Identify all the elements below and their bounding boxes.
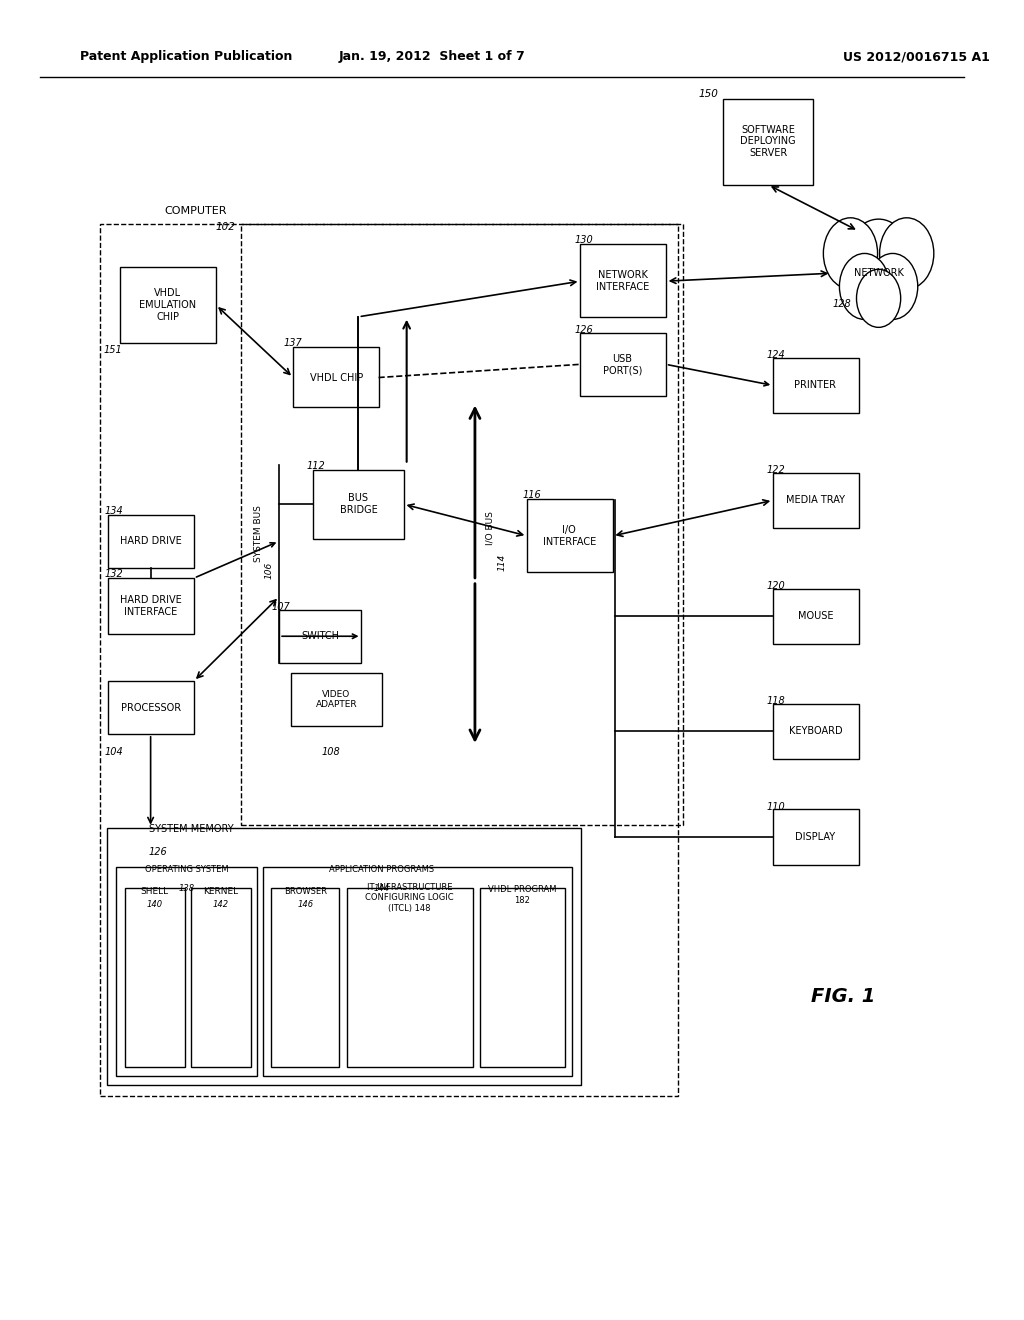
Text: 114: 114 bbox=[498, 553, 507, 572]
Text: FIG. 1: FIG. 1 bbox=[811, 987, 876, 1006]
Bar bbox=[347, 888, 473, 1067]
Text: 124: 124 bbox=[767, 350, 785, 360]
Bar bbox=[109, 681, 194, 734]
Circle shape bbox=[880, 218, 934, 289]
Circle shape bbox=[840, 253, 890, 319]
Text: NETWORK
INTERFACE: NETWORK INTERFACE bbox=[596, 271, 649, 292]
Text: 126: 126 bbox=[575, 325, 594, 335]
Text: SYSTEM MEMORY: SYSTEM MEMORY bbox=[148, 824, 233, 834]
Bar bbox=[109, 578, 194, 634]
Text: VIDEO
ADAPTER: VIDEO ADAPTER bbox=[315, 690, 357, 709]
Text: Jan. 19, 2012  Sheet 1 of 7: Jan. 19, 2012 Sheet 1 of 7 bbox=[338, 50, 525, 63]
Text: 151: 151 bbox=[103, 345, 122, 355]
Bar bbox=[190, 888, 251, 1067]
Text: 130: 130 bbox=[575, 235, 594, 246]
Bar bbox=[313, 470, 403, 539]
Text: KEYBOARD: KEYBOARD bbox=[788, 726, 842, 737]
Text: MEDIA TRAY: MEDIA TRAY bbox=[785, 495, 845, 506]
Text: HARD DRIVE
INTERFACE: HARD DRIVE INTERFACE bbox=[120, 595, 181, 616]
Text: 138: 138 bbox=[179, 884, 195, 894]
Bar bbox=[263, 867, 572, 1076]
Text: 107: 107 bbox=[271, 602, 291, 612]
Text: SYSTEM BUS: SYSTEM BUS bbox=[254, 504, 262, 562]
Text: 146: 146 bbox=[297, 900, 313, 908]
Text: IT INFRASTRUCTURE
CONFIGURING LOGIC
(ITCL) 148: IT INFRASTRUCTURE CONFIGURING LOGIC (ITC… bbox=[366, 883, 454, 912]
Text: VHDL
EMULATION
CHIP: VHDL EMULATION CHIP bbox=[139, 288, 197, 322]
Text: VHDL PROGRAM
182: VHDL PROGRAM 182 bbox=[487, 886, 556, 904]
Text: 132: 132 bbox=[104, 569, 123, 579]
Bar bbox=[480, 888, 565, 1067]
Text: US 2012/0016715 A1: US 2012/0016715 A1 bbox=[844, 50, 990, 63]
Bar bbox=[117, 867, 257, 1076]
Text: 140: 140 bbox=[146, 900, 163, 908]
Bar bbox=[271, 888, 339, 1067]
Bar bbox=[293, 347, 379, 407]
Text: 142: 142 bbox=[213, 900, 229, 908]
Text: I/O
INTERFACE: I/O INTERFACE bbox=[543, 525, 596, 546]
Text: 128: 128 bbox=[833, 298, 851, 309]
Text: 134: 134 bbox=[104, 506, 123, 516]
Text: I/O BUS: I/O BUS bbox=[485, 511, 495, 545]
Text: NETWORK: NETWORK bbox=[854, 268, 903, 279]
Text: APPLICATION PROGRAMS: APPLICATION PROGRAMS bbox=[329, 865, 434, 874]
Text: 118: 118 bbox=[767, 696, 785, 706]
Text: 144: 144 bbox=[374, 884, 389, 894]
Text: 102: 102 bbox=[216, 222, 236, 232]
Text: MOUSE: MOUSE bbox=[798, 611, 834, 622]
Text: 150: 150 bbox=[699, 88, 719, 99]
Bar bbox=[723, 99, 813, 185]
Bar bbox=[581, 244, 666, 317]
Text: DISPLAY: DISPLAY bbox=[796, 832, 836, 842]
Text: PROCESSOR: PROCESSOR bbox=[121, 702, 180, 713]
Text: 120: 120 bbox=[767, 581, 785, 591]
Text: BUS
BRIDGE: BUS BRIDGE bbox=[340, 494, 377, 515]
Text: 112: 112 bbox=[307, 461, 326, 471]
Bar bbox=[125, 888, 184, 1067]
Text: PRINTER: PRINTER bbox=[795, 380, 837, 391]
Text: SWITCH: SWITCH bbox=[301, 631, 339, 642]
Circle shape bbox=[846, 219, 911, 306]
Circle shape bbox=[823, 218, 878, 289]
Text: 116: 116 bbox=[523, 490, 542, 500]
Text: 108: 108 bbox=[322, 747, 341, 758]
Bar bbox=[527, 499, 612, 572]
Text: Patent Application Publication: Patent Application Publication bbox=[80, 50, 293, 63]
Text: HARD DRIVE: HARD DRIVE bbox=[120, 536, 181, 546]
Text: 106: 106 bbox=[264, 561, 273, 579]
Bar bbox=[241, 224, 683, 825]
Bar bbox=[773, 589, 858, 644]
Text: KERNEL: KERNEL bbox=[204, 887, 239, 895]
Circle shape bbox=[856, 269, 901, 327]
Bar bbox=[773, 358, 858, 413]
Text: 122: 122 bbox=[767, 465, 785, 475]
Text: 126: 126 bbox=[148, 847, 167, 858]
Bar bbox=[100, 224, 678, 1096]
Bar bbox=[773, 809, 858, 865]
Bar bbox=[773, 473, 858, 528]
Text: VHDL CHIP: VHDL CHIP bbox=[309, 372, 362, 383]
Text: 110: 110 bbox=[767, 801, 785, 812]
Text: 137: 137 bbox=[284, 338, 302, 348]
Text: 104: 104 bbox=[104, 747, 123, 758]
Circle shape bbox=[867, 253, 918, 319]
Text: BROWSER: BROWSER bbox=[284, 887, 327, 895]
Text: OPERATING SYSTEM: OPERATING SYSTEM bbox=[145, 865, 228, 874]
Text: SHELL: SHELL bbox=[140, 887, 169, 895]
Bar bbox=[291, 673, 382, 726]
Bar bbox=[121, 267, 216, 343]
Text: SOFTWARE
DEPLOYING
SERVER: SOFTWARE DEPLOYING SERVER bbox=[740, 124, 796, 158]
Text: USB
PORT(S): USB PORT(S) bbox=[603, 354, 642, 375]
Bar bbox=[109, 515, 194, 568]
Bar bbox=[108, 828, 582, 1085]
Bar bbox=[773, 704, 858, 759]
Bar bbox=[280, 610, 361, 663]
Text: COMPUTER: COMPUTER bbox=[165, 206, 227, 216]
Bar bbox=[581, 333, 666, 396]
